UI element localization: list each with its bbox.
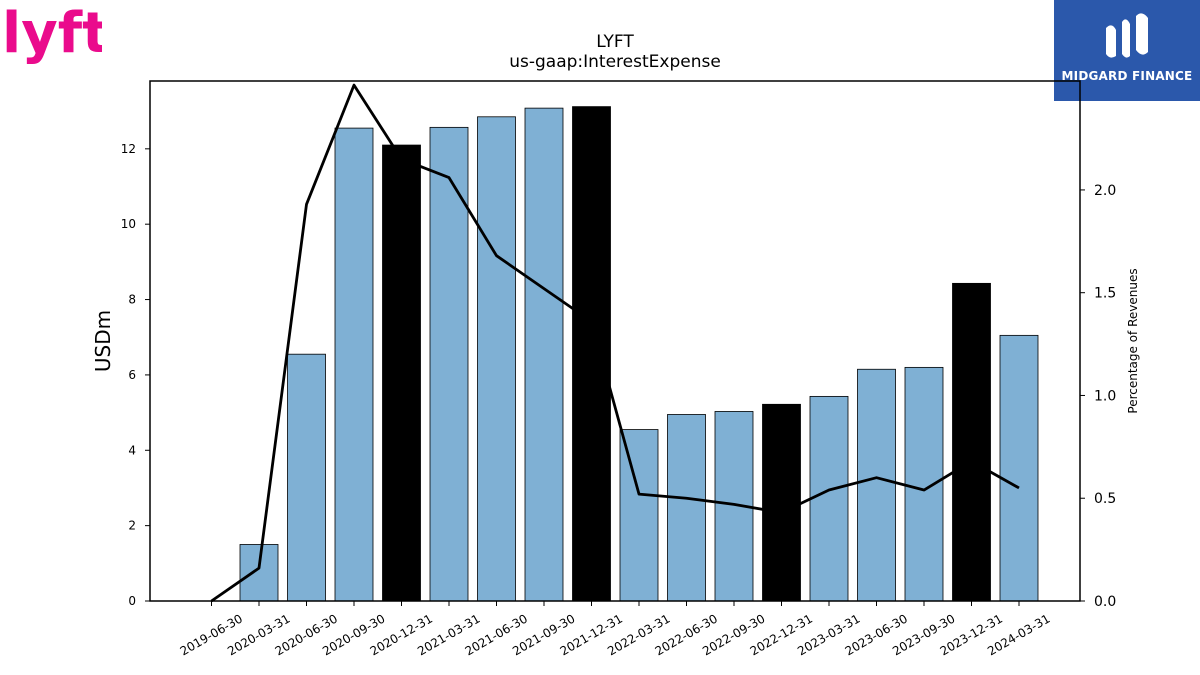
y-tick-label: 4: [128, 443, 136, 457]
y-axis-right: 0.0 0.5 1.0 1.5 2.0: [1080, 183, 1116, 610]
midgard-mark-icon: [1106, 13, 1148, 58]
bar-2023-06-30: [857, 368, 896, 602]
y-tick-label: 2: [128, 519, 136, 533]
y2-tick-label: 1.5: [1094, 286, 1116, 302]
midgard-finance-logo: MIDGARD FINANCE: [1054, 0, 1200, 101]
bar-2023-12-31: [952, 282, 991, 602]
midgard-finance-text: MIDGARD FINANCE: [1061, 69, 1193, 83]
lyft-logo-text: lyft: [2, 2, 102, 66]
bar-2020-06-30: [287, 353, 326, 602]
bar-2022-12-31: [762, 403, 801, 602]
y-axis-left: 0 2 4 6 8 10 12: [121, 142, 150, 608]
lyft-logo: lyft: [2, 1, 109, 74]
line-layer: [210, 83, 1020, 603]
bar-2022-06-30: [667, 414, 706, 602]
y-tick-label: 10: [121, 217, 136, 231]
y2-tick-label: 0.0: [1094, 594, 1116, 610]
y-tick-label: 8: [128, 293, 136, 307]
plot-frame: [149, 80, 1081, 602]
bar-2021-12-31: [572, 106, 611, 602]
y-tick-label: 12: [121, 142, 136, 156]
y-axis-label: USDm: [91, 310, 115, 372]
y-tick-label: 0: [128, 594, 136, 608]
bar-2021-06-30: [477, 116, 516, 602]
y2-tick-label: 1.0: [1094, 388, 1116, 404]
line-series: [210, 83, 1020, 603]
bar-2022-03-31: [619, 429, 659, 602]
bar-2023-03-31: [809, 395, 849, 602]
bar-2021-09-30: [524, 107, 564, 602]
y2-tick-label: 2.0: [1094, 183, 1116, 199]
bar-2020-03-31: [239, 544, 279, 602]
bar-2020-12-31: [382, 144, 421, 602]
bar-2024-03-31: [999, 334, 1039, 602]
y2-axis-label: Percentage of Revenues: [1126, 268, 1140, 413]
bar-2021-03-31: [429, 126, 469, 602]
bar-2023-09-30: [904, 366, 944, 602]
bars-layer: [239, 106, 1039, 602]
chart-title: LYFT: [596, 32, 634, 52]
y-tick-label: 6: [128, 368, 136, 382]
chart-subtitle: us-gaap:InterestExpense: [509, 52, 721, 72]
x-axis: 2019-06-302020-03-312020-06-302020-09-30…: [178, 601, 1053, 658]
y2-tick-label: 0.5: [1094, 491, 1116, 507]
bar-2020-09-30: [334, 127, 374, 602]
